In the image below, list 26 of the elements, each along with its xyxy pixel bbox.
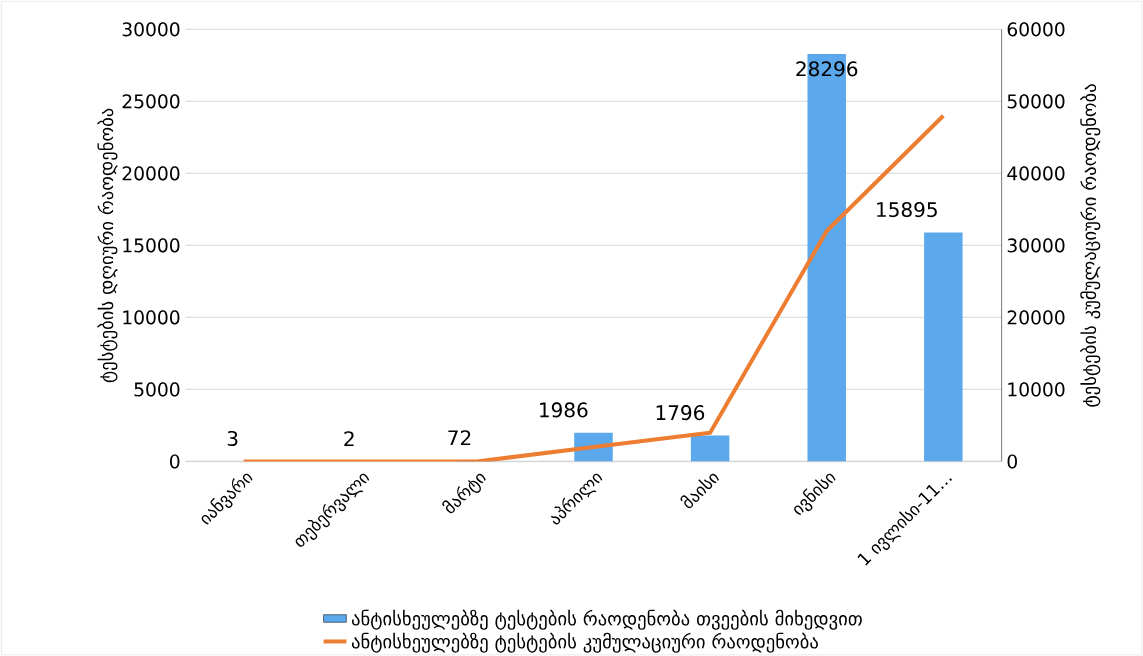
y-tick-label: 0 xyxy=(170,454,180,469)
y2-tick-label: 60000 xyxy=(1007,22,1065,37)
y-tick-label: 5000 xyxy=(134,382,180,397)
y-tick-label: 30000 xyxy=(122,22,180,37)
data-label: 72 xyxy=(448,430,471,445)
y-tick-label: 15000 xyxy=(123,238,180,253)
bar xyxy=(924,232,963,462)
y2-tick-label: 20000 xyxy=(1007,310,1065,325)
y-axis-title: ტესტების დღიური რაოდენობა xyxy=(97,108,118,383)
y2-tick-label: 10000 xyxy=(1008,382,1065,397)
y2-tick-label: 30000 xyxy=(1007,238,1065,253)
y-tick-label: 10000 xyxy=(123,310,180,325)
data-label: 1796 xyxy=(656,404,705,421)
data-label: 15895 xyxy=(877,201,937,218)
data-label: 3 xyxy=(227,430,238,446)
y-tick-label: 20000 xyxy=(122,166,180,181)
legend-label: ანტისხეულებზე ტესტების რაოდენობა თვეების მიხედვით xyxy=(351,609,862,630)
data-label: 1986 xyxy=(540,402,588,418)
y2-tick-label: 0 xyxy=(1007,454,1017,469)
y2-tick-label: 50000 xyxy=(1007,94,1065,109)
y2-axis-title: ტესტების კუმულაციური რაოდენობა xyxy=(1080,84,1101,407)
bar xyxy=(690,435,730,462)
y2-tick-label: 40000 xyxy=(1007,166,1065,181)
y-tick-label: 25000 xyxy=(122,94,180,109)
data-label: 2 xyxy=(344,431,354,446)
legend-label: ანტისხეულებზე ტესტების კუმულაციური რაოდენობა xyxy=(351,632,818,653)
